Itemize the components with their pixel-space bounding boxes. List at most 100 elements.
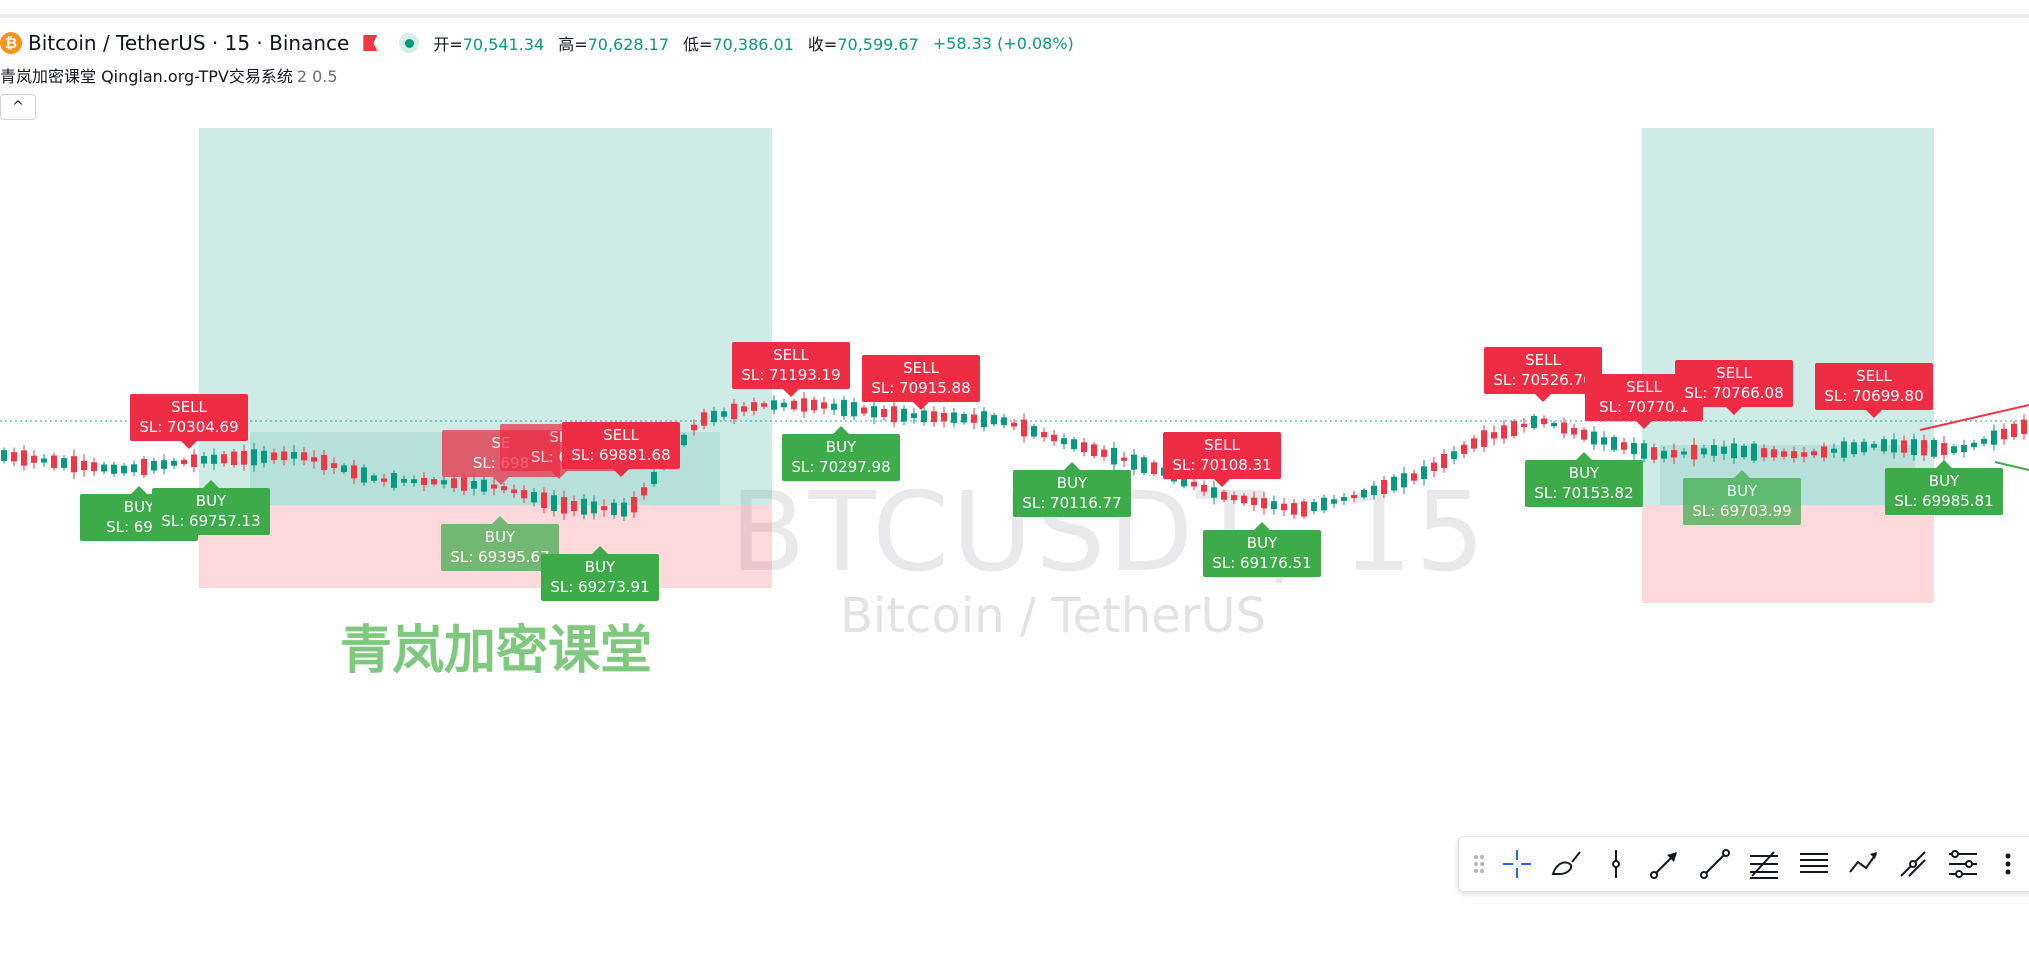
symbol-title[interactable]: Bitcoin / TetherUS · 15 · Binance: [28, 31, 350, 55]
candle-body: [841, 399, 847, 417]
signal-type: SELL: [1626, 378, 1662, 396]
signal-type: BUY: [825, 438, 857, 456]
candle-body: [1831, 448, 1837, 453]
candle-body: [1411, 473, 1417, 481]
candle-body: [811, 399, 817, 411]
candle-body: [201, 456, 207, 464]
candle-body: [501, 486, 507, 491]
candle-body: [531, 492, 537, 503]
candle-body: [991, 415, 997, 425]
indicator-params: 2 0.5: [296, 67, 338, 86]
crosshair-icon[interactable]: [1492, 839, 1542, 889]
candle-body: [91, 462, 97, 472]
candle-body: [1311, 502, 1317, 511]
candle-body: [1071, 439, 1077, 450]
candle-body: [971, 414, 977, 423]
indicator-legend[interactable]: 青岚加密课堂 Qinglan.org-TPV交易系统 2 0.5: [0, 63, 338, 87]
signal-stop-loss: SL: 69757.13: [161, 512, 261, 530]
candle-body: [851, 402, 857, 417]
candle-body: [121, 465, 127, 474]
candle-body: [321, 454, 327, 471]
candle-body: [1801, 452, 1807, 457]
candle-body: [771, 400, 777, 410]
candle-body: [1241, 495, 1247, 504]
candle-body: [701, 412, 707, 426]
sell-signal-label: SELL SL: 71193.19: [732, 342, 850, 397]
path-icon[interactable]: [1888, 839, 1938, 889]
candle-body: [341, 465, 347, 473]
arrow-line-icon[interactable]: [1640, 839, 1690, 889]
signal-stop-loss: SL: 70108.31: [1172, 456, 1272, 474]
signal-type: SELL: [1525, 351, 1561, 369]
vertical-line-icon[interactable]: [1591, 839, 1641, 889]
candle-body: [521, 490, 527, 499]
watermark-name: Bitcoin / TetherUS: [840, 588, 1267, 644]
candle-body: [1991, 430, 1997, 445]
signal-type: SELL: [773, 346, 809, 364]
polyline-icon[interactable]: [1839, 839, 1889, 889]
market-status-icon[interactable]: [399, 33, 420, 53]
flag-icon[interactable]: [363, 35, 378, 51]
sell-signal-label: SELL SL: 70766.08: [1675, 360, 1793, 415]
candle-body: [1971, 442, 1977, 448]
candle-body: [1421, 466, 1427, 480]
candle-body: [21, 450, 27, 466]
top-toolbar: [0, 0, 2029, 18]
pitchfork-icon[interactable]: [1938, 839, 1988, 889]
candle-body: [551, 495, 557, 512]
candle-body: [301, 452, 307, 461]
candle-body: [721, 411, 727, 417]
candle-body: [1931, 440, 1937, 457]
candle-body: [1361, 489, 1367, 498]
ohlc-open: 开=70,541.34: [433, 35, 545, 54]
parallel-channel-icon[interactable]: [1789, 839, 1839, 889]
signal-type: SELL: [1204, 436, 1240, 454]
bitcoin-coin-icon: ₿: [0, 32, 22, 54]
candle-body: [471, 480, 477, 489]
candle-body: [1701, 448, 1707, 455]
candle-body: [1281, 503, 1287, 511]
candle-body: [1621, 442, 1627, 450]
candle-body: [281, 451, 287, 461]
candle-body: [1961, 445, 1967, 453]
candle-body: [1351, 494, 1357, 499]
candle-body: [101, 464, 107, 472]
symbol-legend: ₿ Bitcoin / TetherUS · 15 · Binance 开=70…: [0, 28, 1074, 58]
candle-body: [311, 457, 317, 462]
indicator-name: 青岚加密课堂 Qinglan.org-TPV交易系统: [0, 67, 293, 86]
candle-body: [231, 451, 237, 466]
candle-body: [191, 454, 197, 468]
candle-body: [401, 478, 407, 483]
candle-body: [1941, 443, 1947, 455]
candle-body: [981, 411, 987, 428]
candle-body: [261, 450, 267, 463]
candle-body: [1451, 451, 1457, 460]
candle-body: [1731, 443, 1737, 459]
signal-type: SELL: [1716, 364, 1752, 382]
candle-body: [1141, 457, 1147, 474]
brush-icon[interactable]: [1541, 839, 1591, 889]
candle-body: [151, 460, 157, 471]
candle-body: [581, 498, 587, 515]
candle-body: [371, 475, 377, 481]
more-icon[interactable]: [1987, 839, 2029, 889]
candle-body: [1691, 444, 1697, 460]
candle-body: [1221, 491, 1227, 500]
candle-body: [1371, 485, 1377, 495]
signal-type: BUY: [1246, 534, 1278, 552]
signal-type: BUY: [1056, 474, 1088, 492]
candle-body: [801, 398, 807, 412]
candle-body: [1111, 447, 1117, 465]
candle-body: [961, 414, 967, 423]
candle-body: [591, 501, 597, 514]
sell-signal-label: SELL SL: 70526.76: [1484, 347, 1602, 402]
collapse-legend-button[interactable]: ^: [0, 94, 36, 120]
signal-type: BUY: [1568, 464, 1600, 482]
candle-body: [611, 502, 617, 515]
trend-line-icon[interactable]: [1690, 839, 1740, 889]
candle-body: [831, 403, 837, 410]
drag-handle-icon[interactable]: [1467, 839, 1492, 889]
candle-body: [1911, 439, 1917, 455]
fib-retracement-icon[interactable]: [1740, 839, 1790, 889]
